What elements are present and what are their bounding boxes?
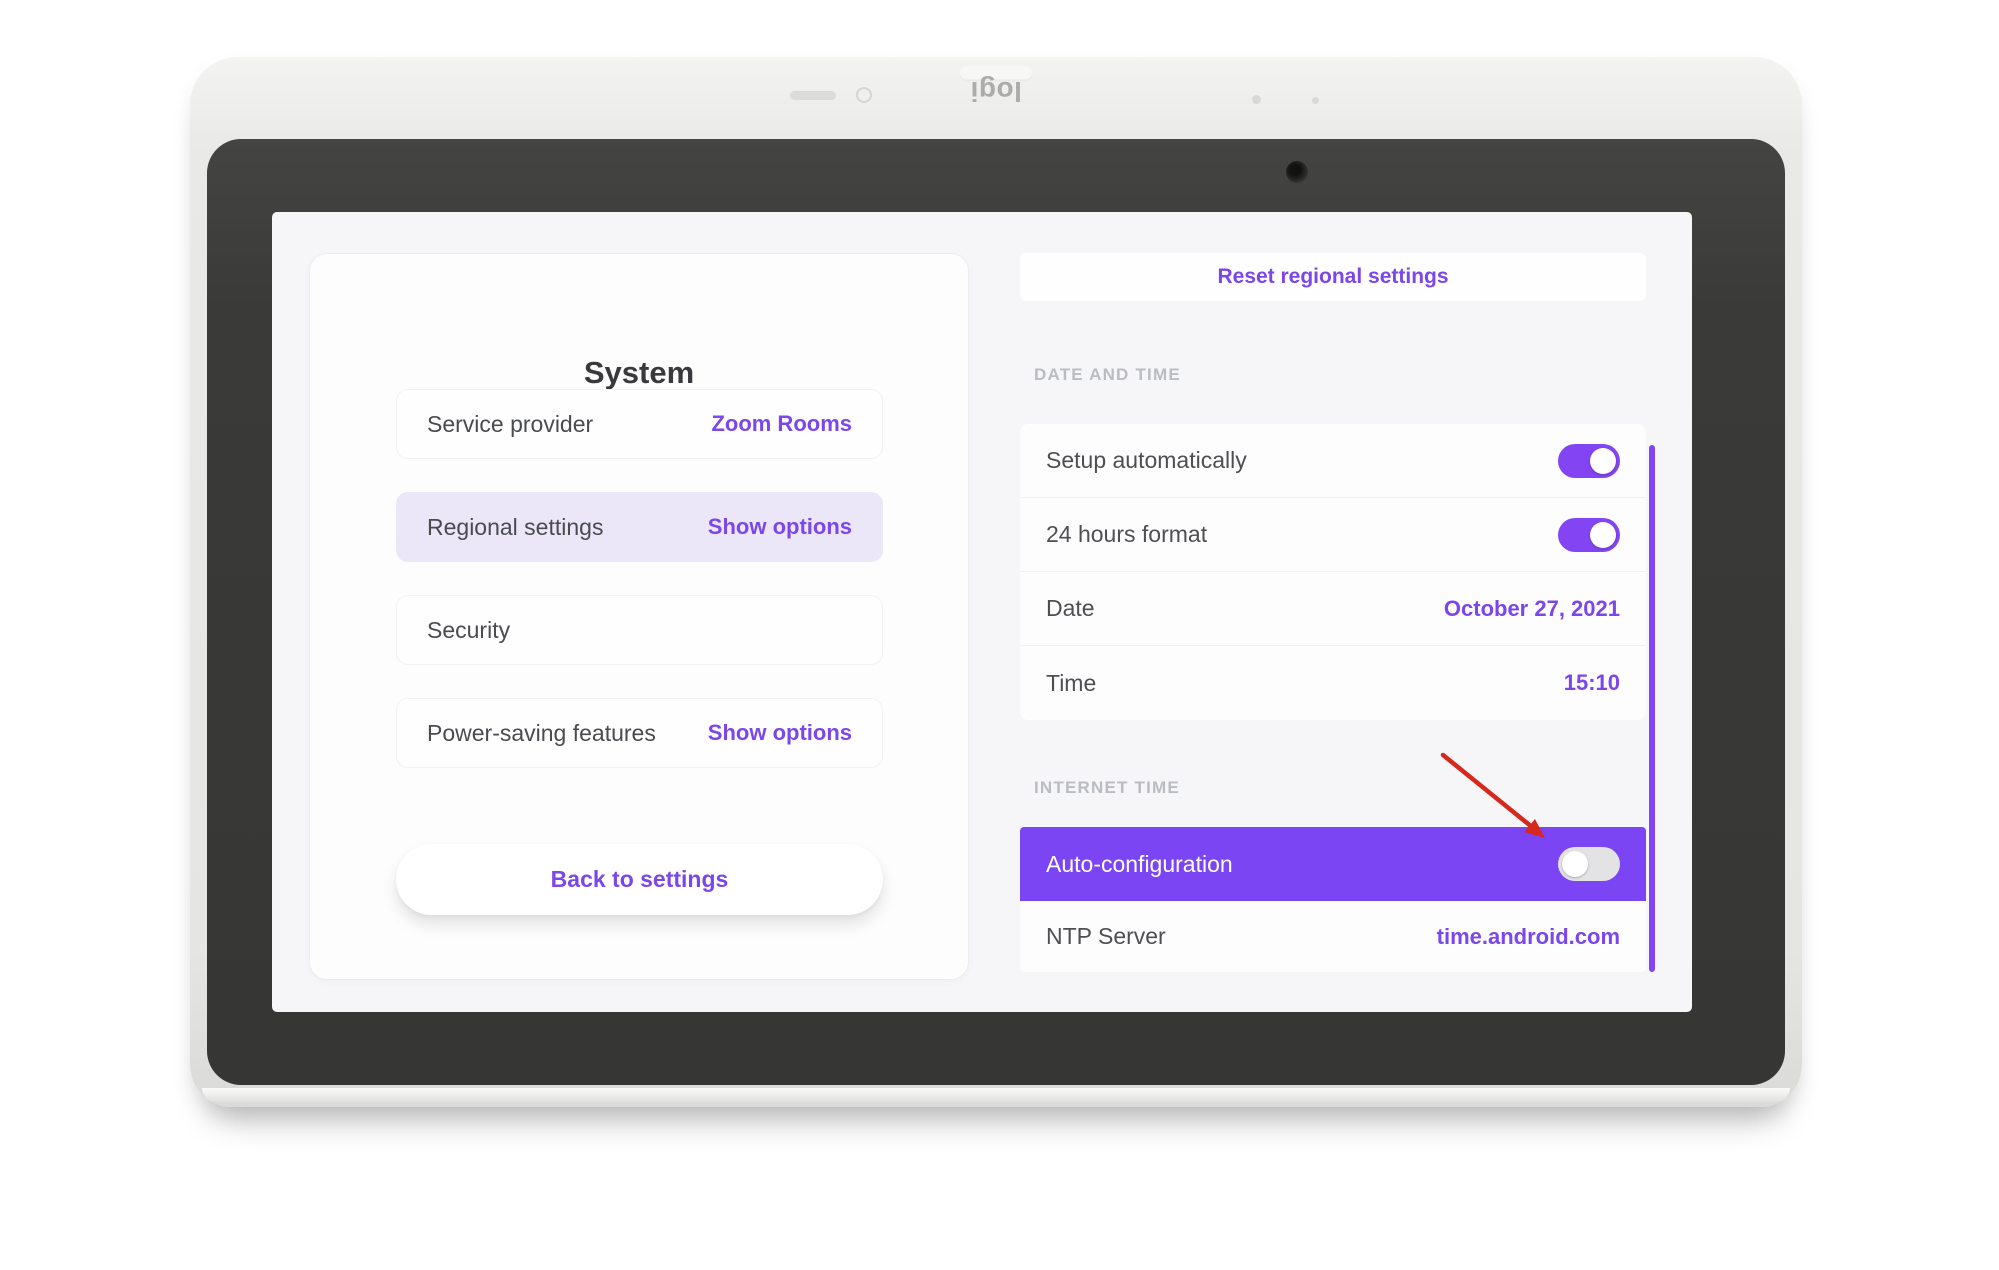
section-header-internet-time: INTERNET TIME (1034, 778, 1180, 797)
reset-regional-settings-button[interactable]: Reset regional settings (1020, 253, 1646, 301)
menu-item-label: Regional settings (427, 513, 604, 540)
setting-label: Setup automatically (1046, 447, 1247, 473)
device-top-notch (959, 66, 1033, 81)
device-frame: logi System Service provider Zoom Rooms … (190, 57, 1802, 1107)
setting-row-date[interactable]: Date October 27, 2021 (1020, 572, 1646, 646)
system-panel: System Service provider Zoom Rooms Regio… (309, 253, 969, 980)
hours-format-toggle[interactable] (1558, 517, 1620, 552)
toggle-knob (1590, 521, 1616, 548)
date-value: October 27, 2021 (1443, 595, 1620, 621)
date-time-card: Setup automatically 24 hours format Date (1020, 424, 1646, 720)
back-to-settings-button[interactable]: Back to settings (396, 844, 883, 915)
device-mic-dot (1252, 95, 1261, 104)
menu-item-value: Zoom Rooms (711, 411, 852, 436)
setting-label: NTP Server (1046, 923, 1166, 949)
setting-row-ntp-server[interactable]: NTP Server time.android.com (1020, 901, 1646, 972)
setting-row-24-hours-format[interactable]: 24 hours format (1020, 498, 1646, 572)
scrollbar[interactable] (1649, 445, 1655, 972)
menu-item-security[interactable]: Security (396, 595, 883, 665)
ntp-server-value: time.android.com (1436, 923, 1620, 949)
settings-screen: System Service provider Zoom Rooms Regio… (272, 212, 1692, 1012)
setting-row-time[interactable]: Time 15:10 (1020, 646, 1646, 720)
setup-automatically-toggle[interactable] (1558, 443, 1620, 478)
toggle-knob (1562, 851, 1588, 877)
setting-label: Auto-configuration (1046, 850, 1233, 877)
setting-label: 24 hours format (1046, 521, 1208, 547)
menu-item-value: Show options (707, 514, 852, 539)
menu-item-label: Power-saving features (427, 719, 656, 746)
menu-item-power-saving-features[interactable]: Power-saving features Show options (396, 698, 883, 768)
device-bezel: System Service provider Zoom Rooms Regio… (207, 139, 1785, 1085)
menu-item-value: Show options (707, 720, 852, 745)
camera-dot-icon (1286, 161, 1308, 183)
device-top-hole (856, 87, 872, 103)
section-header-date-and-time: DATE AND TIME (1034, 365, 1181, 384)
setting-label: Date (1046, 595, 1095, 621)
device-top-slot (790, 91, 836, 100)
time-value: 15:10 (1563, 670, 1620, 695)
auto-configuration-toggle[interactable] (1558, 847, 1620, 881)
setting-row-setup-automatically[interactable]: Setup automatically (1020, 424, 1646, 498)
setting-row-auto-configuration[interactable]: Auto-configuration (1020, 827, 1646, 901)
menu-item-label: Security (427, 616, 511, 643)
menu-item-label: Service provider (427, 410, 594, 437)
internet-time-card: Auto-configuration NTP Server time.andro… (1020, 827, 1646, 972)
setting-label: Time (1046, 669, 1097, 696)
device-mic-dot (1312, 97, 1319, 104)
toggle-knob (1590, 447, 1616, 474)
page-title: System (583, 355, 695, 390)
logi-logo: logi (970, 76, 1022, 107)
menu-item-service-provider[interactable]: Service provider Zoom Rooms (396, 389, 883, 459)
menu-item-regional-settings[interactable]: Regional settings Show options (396, 492, 883, 562)
